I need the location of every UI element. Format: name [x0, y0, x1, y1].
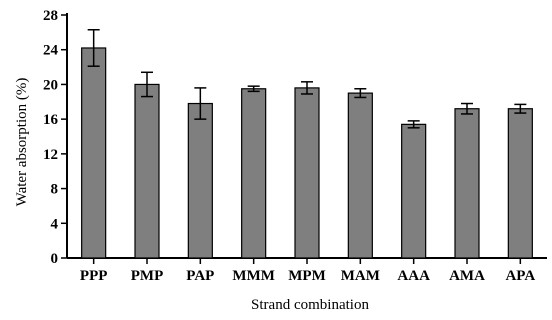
y-tick-label: 12: [43, 147, 58, 163]
x-tick-label: PAP: [186, 268, 214, 284]
bar: [294, 87, 320, 259]
y-tick-label: 0: [51, 251, 59, 267]
bar: [134, 83, 160, 259]
x-tick-label: PMP: [131, 268, 163, 284]
x-axis-title: Strand combination: [251, 297, 369, 313]
x-tick-label: APA: [505, 268, 535, 284]
bar: [507, 108, 533, 259]
x-tick-label: MMM: [232, 268, 274, 284]
x-tick-label: AAA: [397, 268, 430, 284]
x-tick-label: AMA: [449, 268, 485, 284]
bar: [81, 47, 107, 259]
plot-area: 0 4 8 12 16 20 24 28 PPP PMP PAP MMM MPM MAM AAA AMA APA: [43, 8, 547, 284]
y-tick-label: 16: [43, 112, 59, 128]
y-tick-label: 24: [43, 43, 59, 59]
y-tick-label: 28: [43, 8, 58, 24]
x-tick-label: MAM: [341, 268, 380, 284]
bar: [347, 92, 373, 259]
bar: [401, 123, 427, 259]
y-tick-label: 20: [43, 77, 58, 93]
y-axis-title: Water absorption (%): [14, 78, 30, 207]
y-tick-label: 8: [51, 182, 59, 198]
bar: [454, 108, 480, 259]
x-tick-label: MPM: [288, 268, 325, 284]
x-tick-label: PPP: [80, 268, 108, 284]
bar: [187, 102, 213, 259]
y-tick-label: 4: [51, 216, 59, 232]
bar: [241, 88, 267, 259]
